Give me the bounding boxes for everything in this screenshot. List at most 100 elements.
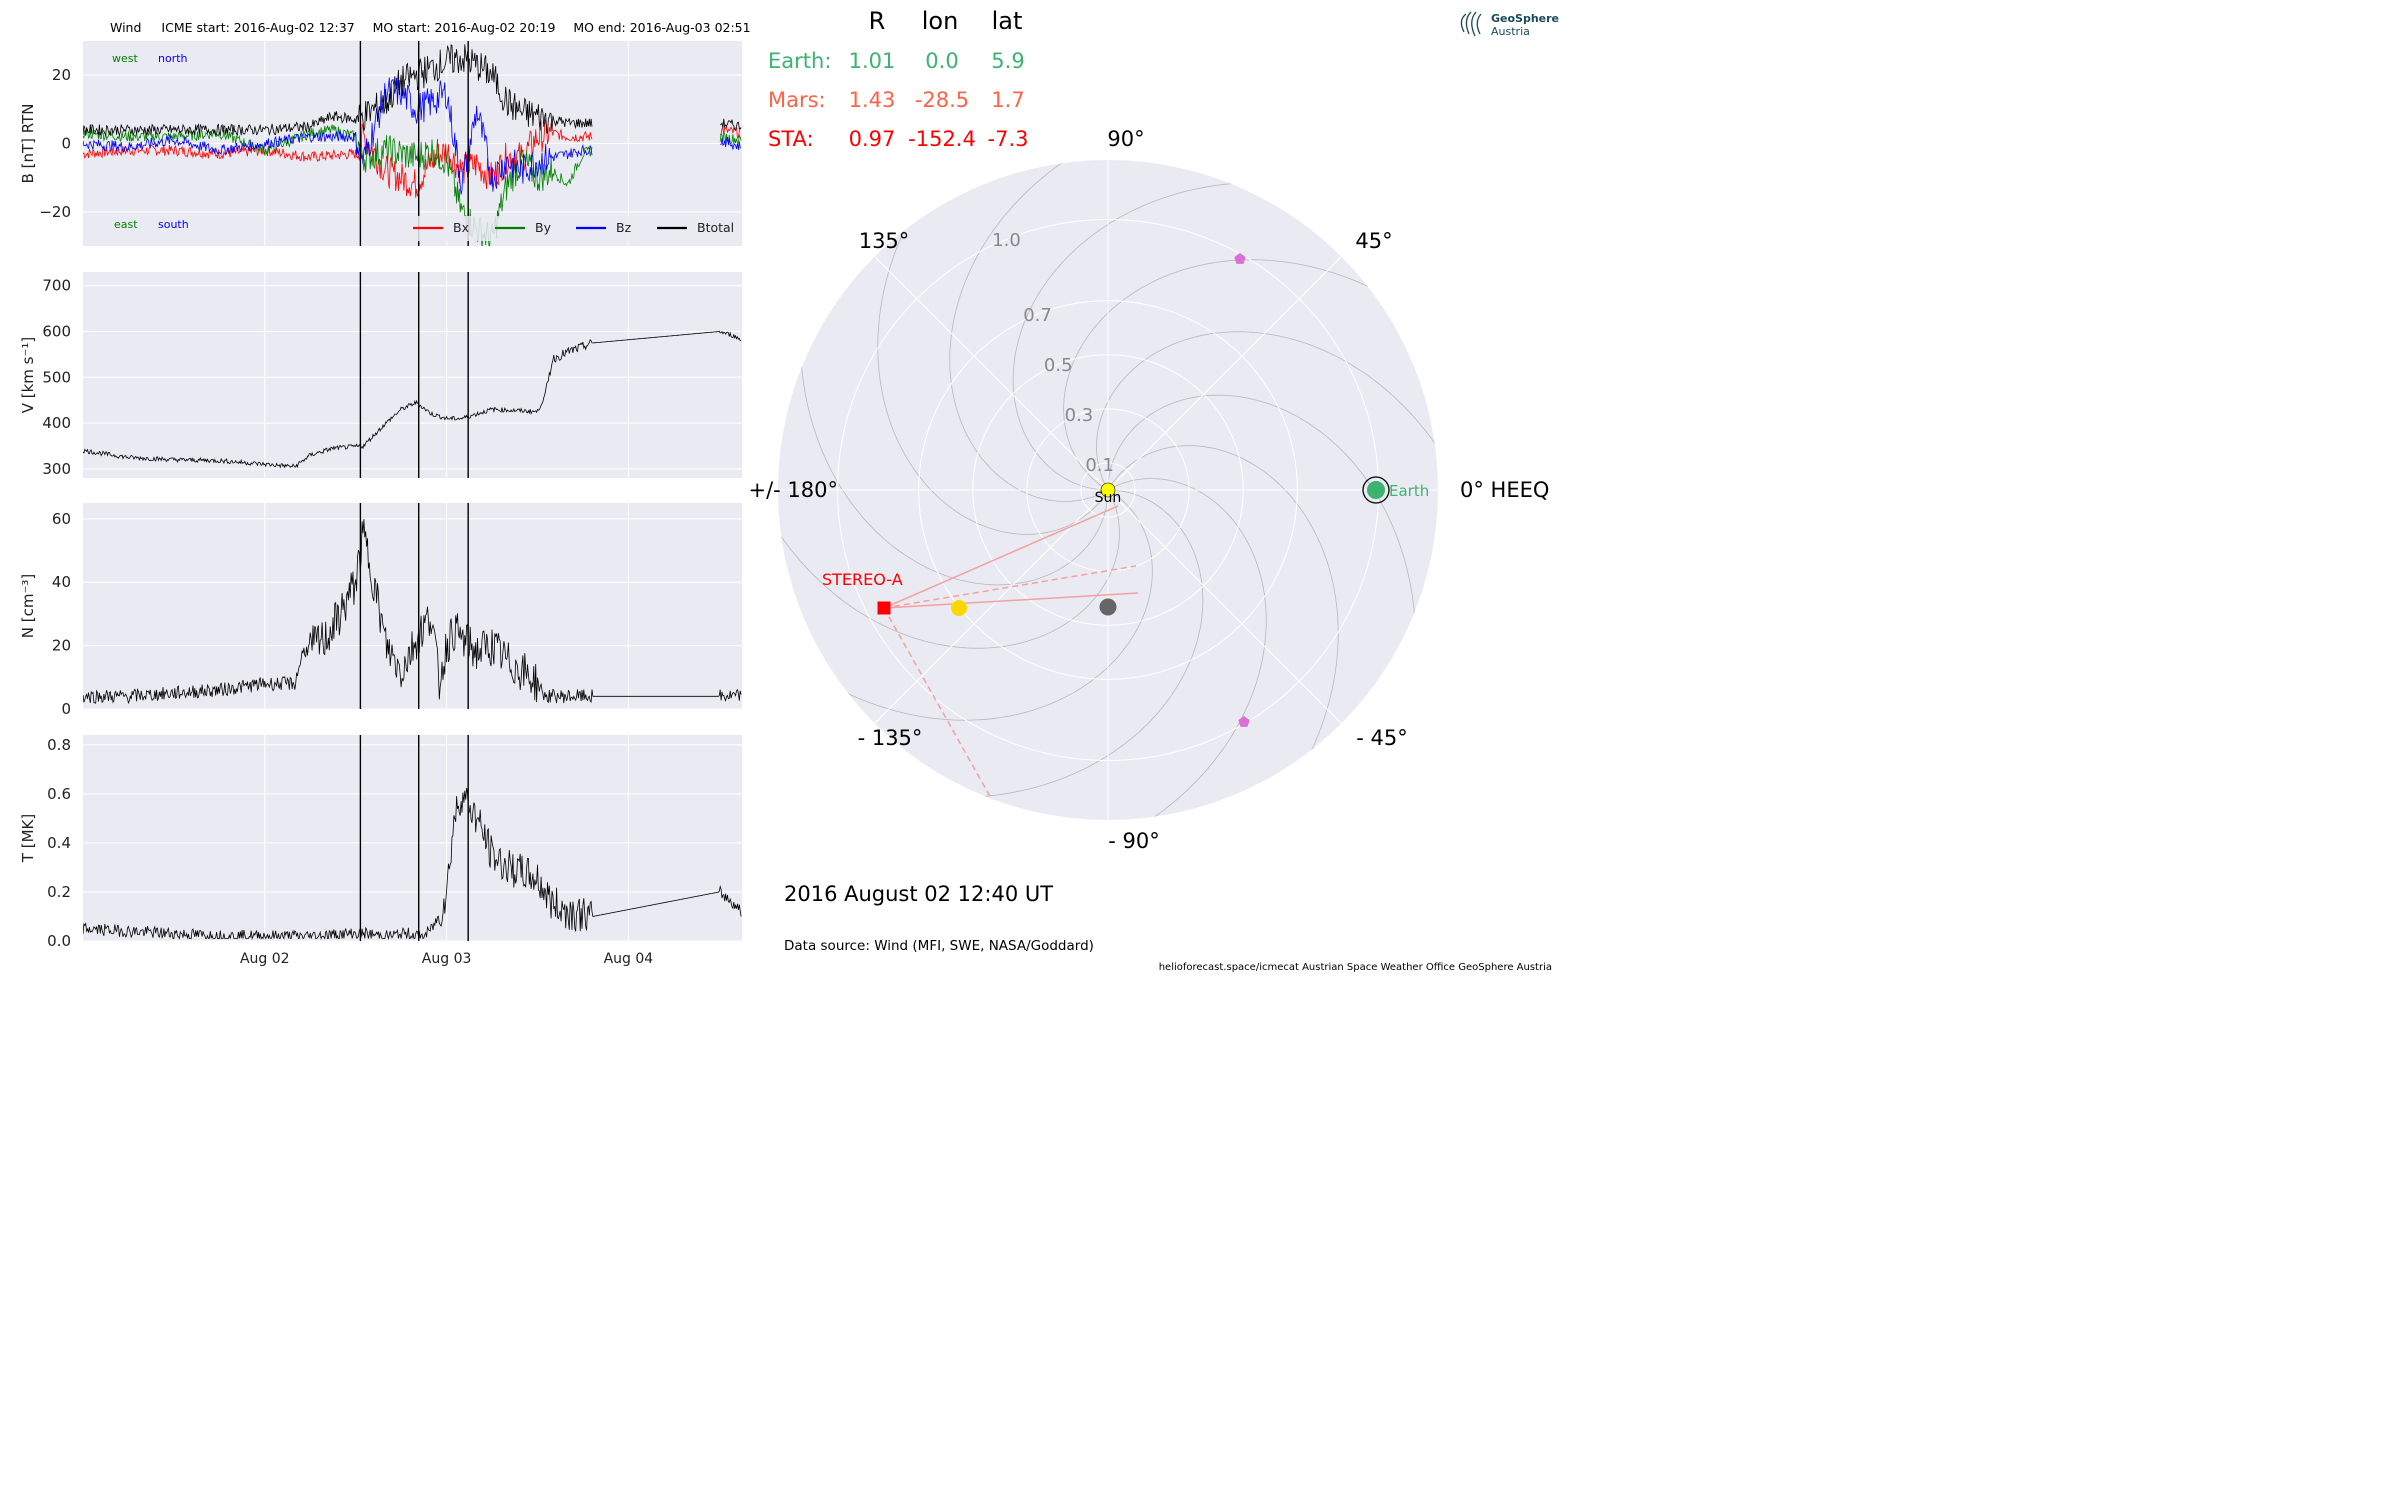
table-row: Earth: 1.01 0.0 5.9 (768, 49, 1025, 73)
y-tick-label: 600 (42, 323, 71, 341)
table-header-lon: lon (922, 7, 959, 35)
angle-label: - 90° (1108, 829, 1159, 853)
grey-marker (1099, 598, 1117, 616)
angle-label: 90° (1107, 127, 1144, 151)
radius-label: 1.0 (992, 230, 1021, 251)
planet-marker (1234, 253, 1246, 264)
series-line-bz (83, 77, 742, 195)
table-cell-lon: -28.5 (915, 88, 969, 112)
spiral-line (1096, 331, 1438, 491)
table-row: Mars: 1.43 -28.5 1.7 (768, 88, 1025, 112)
geosphere-logo: GeoSphere Austria (1460, 11, 1559, 38)
spiral-line (1107, 394, 1416, 625)
y-tick-label: 0.0 (47, 932, 71, 950)
radial-gridline (874, 489, 1109, 724)
time-series-panels: 20 0 −20 B [nT] RTN west north east south Bx By Bz… (19, 41, 742, 967)
y-tick-label: 300 (42, 460, 71, 478)
y-tick-label: 0.2 (47, 883, 71, 901)
y-tick-label: 0.6 (47, 785, 71, 803)
sun-label: Sun (1095, 490, 1122, 506)
series-line-v (83, 330, 742, 469)
y-tick-label: 500 (42, 368, 71, 386)
legend: Bx By Bz Btotal (408, 216, 738, 241)
planet-marker (1238, 716, 1250, 727)
table-header-lat: lat (992, 7, 1023, 35)
sta-sun-line (883, 505, 1119, 609)
panel-t: 0.8 0.6 0.4 0.2 0.0 T [MK] Aug 02 Aug 03 Aug 04 (19, 735, 742, 967)
yellow-marker (951, 600, 967, 616)
x-tick-label: Aug 03 (422, 951, 472, 967)
direction-label-west: west (112, 52, 138, 65)
spiral-line (1012, 182, 1243, 491)
date-label: 2016 August 02 12:40 UT (784, 882, 1053, 906)
spiral-line (1063, 259, 1379, 491)
credits-label: helioforecast.space/icmecat Austrian Spa… (1159, 962, 1552, 973)
table-cell-lat: 5.9 (991, 49, 1024, 73)
parker-spirals (778, 160, 1438, 820)
y-axis-label: V [km s⁻¹] (19, 337, 37, 414)
stereo-a-marker (877, 601, 891, 615)
header-title: Wind ICME start: 2016-Aug-02 12:37 MO st… (110, 20, 751, 35)
sun-marker (1100, 482, 1116, 498)
radius-gridline (918, 300, 1298, 680)
spiral-line (949, 160, 1109, 502)
radius-label: 0.7 (1023, 305, 1052, 326)
earth-marker (1367, 481, 1385, 499)
radius-gridline (972, 354, 1244, 626)
y-tick-label: 700 (42, 277, 71, 295)
y-tick-label: 20 (52, 637, 71, 655)
direction-label-east: east (114, 218, 138, 231)
spiral-line (1107, 445, 1339, 761)
spiral-line (877, 219, 1109, 535)
y-axis-label: B [nT] RTN (19, 104, 37, 184)
radial-gridline (874, 256, 1109, 491)
panel-background (83, 503, 742, 709)
spiral-line (778, 489, 1120, 649)
angle-label: +/- 180° (748, 478, 838, 502)
direction-label-south: south (158, 218, 189, 231)
figure-canvas: Wind ICME start: 2016-Aug-02 12:37 MO st… (19, 7, 1559, 973)
data-source-label: Data source: Wind (MFI, SWE, NASA/Goddar… (784, 938, 1094, 954)
angle-label: 0° HEEQ (1460, 478, 1549, 502)
table-cell-name: STA: (768, 127, 814, 151)
table-row: STA: 0.97 -152.4 -7.3 (768, 127, 1028, 151)
series-line-t (83, 787, 742, 941)
y-tick-label: 400 (42, 414, 71, 432)
spiral-line (800, 355, 1109, 586)
series-line-btotal (83, 44, 742, 137)
table-header-r: R (869, 7, 886, 35)
table-cell-name: Earth: (768, 49, 831, 73)
panel-n: 60 40 20 0 N [cm⁻³] (19, 503, 742, 718)
y-tick-label: 0 (61, 700, 71, 718)
earth-ring (1362, 476, 1390, 504)
legend-label-bx: Bx (453, 220, 469, 235)
y-tick-label: 40 (52, 573, 71, 591)
direction-label-north: north (158, 52, 188, 65)
spiral-line (1107, 478, 1267, 820)
legend-label-by: By (535, 220, 552, 235)
y-axis-label: T [MK] (19, 814, 37, 863)
sta-dashed-line (883, 607, 993, 801)
table-cell-name: Mars: (768, 88, 826, 112)
logo-name: GeoSphere (1491, 12, 1559, 25)
radius-gridline (1080, 462, 1136, 518)
radius-label: 0.3 (1065, 405, 1094, 426)
table-cell-r: 0.97 (849, 127, 896, 151)
legend-label-bz: Bz (616, 220, 632, 235)
sta-dashed-line (883, 565, 1137, 609)
spiral-line (973, 489, 1204, 798)
table-cell-r: 1.43 (849, 88, 896, 112)
panel-v: 700 600 500 400 300 V [km s⁻¹] (19, 272, 742, 478)
panel-b: 20 0 −20 B [nT] RTN west north east south Bx By Bz… (19, 41, 742, 246)
angle-label: - 135° (858, 726, 923, 750)
radius-label: 0.1 (1085, 455, 1114, 476)
legend-label-btotal: Btotal (697, 220, 734, 235)
spiral-line (837, 489, 1153, 721)
y-axis-label: N [cm⁻³] (19, 574, 37, 638)
y-tick-label: 0.4 (47, 834, 71, 852)
y-tick-label: 20 (52, 66, 71, 84)
angle-label: - 45° (1356, 726, 1407, 750)
panel-background (83, 272, 742, 478)
stereo-a-label: STEREO-A (822, 570, 903, 589)
